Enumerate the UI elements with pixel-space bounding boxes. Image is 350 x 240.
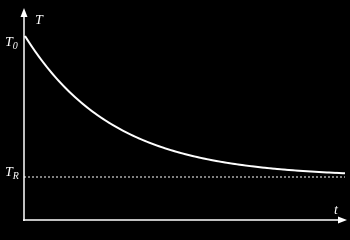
start-label: T0 bbox=[5, 35, 18, 52]
decay-curve bbox=[24, 35, 346, 175]
start-label-main: T bbox=[5, 35, 14, 50]
asymptote-label-sub: R bbox=[12, 171, 19, 182]
page: T t T0 TR (() => { const data = JSON.par… bbox=[0, 0, 350, 228]
diagram: T t T0 TR bbox=[0, 0, 350, 228]
asymptote-label-main: T bbox=[5, 165, 14, 180]
background bbox=[0, 0, 350, 228]
x-axis-arrow bbox=[338, 216, 347, 224]
start-label-sub: 0 bbox=[13, 41, 18, 52]
y-axis-label: T bbox=[35, 13, 44, 28]
y-axis-arrow bbox=[20, 8, 28, 17]
asymptote-label: TR bbox=[5, 165, 19, 182]
x-axis-label: t bbox=[334, 203, 339, 218]
